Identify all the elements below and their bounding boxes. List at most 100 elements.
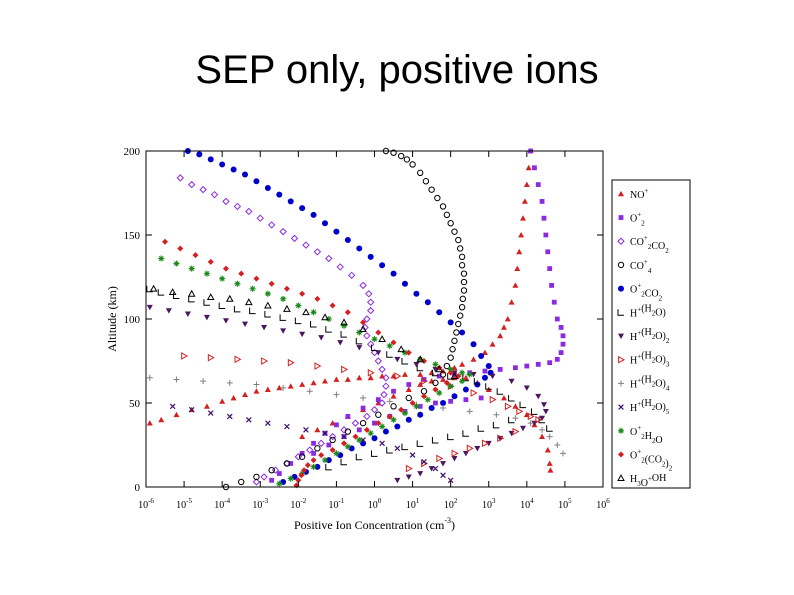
series-0-point-53 <box>440 376 447 382</box>
series-6-point-32 <box>451 456 458 462</box>
series-0-point-65 <box>547 467 554 473</box>
series-3-point-14 <box>432 379 439 387</box>
series-4-point-2 <box>207 156 214 163</box>
series-0-point-60 <box>523 411 530 418</box>
series-0-point-58 <box>500 394 507 401</box>
series-4-point-11 <box>310 211 317 218</box>
series-8-point-15 <box>527 420 534 427</box>
legend-marker-1 <box>618 215 624 220</box>
series-5-point-34 <box>447 433 454 441</box>
series-0-point-13 <box>310 379 317 386</box>
series-11-point-4 <box>222 265 229 272</box>
series-1-point-42 <box>372 420 377 426</box>
series-3-point-42 <box>397 152 405 160</box>
series-9-point-5 <box>265 420 271 426</box>
series-3-point-22 <box>456 312 464 319</box>
series-4-point-5 <box>242 171 249 178</box>
series-2-point-8 <box>267 221 276 229</box>
series-0-point-49 <box>390 393 397 399</box>
series-5-point-19 <box>431 369 439 377</box>
series-2-point-22 <box>363 332 371 340</box>
series-10-point-31 <box>356 436 363 443</box>
series-10-point-16 <box>401 349 408 356</box>
series-5-point-36 <box>416 440 424 447</box>
series-9-point-0 <box>169 403 176 410</box>
series-9-point-14 <box>421 458 427 465</box>
series-4-point-3 <box>219 161 226 168</box>
series-3-point-37 <box>428 186 435 193</box>
series-11 <box>162 238 462 489</box>
series-6-point-8 <box>299 331 306 338</box>
series-5-point-2 <box>172 292 180 299</box>
series-9-point-3 <box>226 413 233 420</box>
series-8-point-3 <box>226 379 233 386</box>
series-11-point-22 <box>432 386 439 393</box>
series-7-point-3 <box>261 357 269 365</box>
series-3-point-36 <box>434 194 441 202</box>
series-10-point-2 <box>188 265 195 272</box>
series-0-point-16 <box>344 376 351 382</box>
series-0-point-6 <box>230 394 237 401</box>
series-5-point-11 <box>310 321 317 328</box>
series-1-point-49 <box>478 395 484 401</box>
series-2-point-18 <box>366 298 375 306</box>
y-tick-label-0: 0 <box>135 482 141 494</box>
series-7-point-20 <box>466 444 474 453</box>
series-4 <box>184 148 494 485</box>
series-8-point-8 <box>360 394 367 401</box>
legend-marker-4 <box>618 285 624 292</box>
series-11-point-30 <box>341 440 348 447</box>
legend-marker-0 <box>618 190 624 197</box>
series-4-point-26 <box>478 352 485 359</box>
x-tick-label-3: 10-3 <box>252 497 268 511</box>
series-1-point-7 <box>345 414 351 419</box>
series-8-point-14 <box>512 415 519 422</box>
series-1-point-4 <box>311 440 316 446</box>
series-3-point-38 <box>422 178 430 185</box>
series-4-point-18 <box>390 270 397 277</box>
series-5-point-35 <box>431 436 439 444</box>
series-5-point-5 <box>218 302 226 310</box>
series-4-point-36 <box>405 416 412 423</box>
series-2-point-12 <box>313 248 322 256</box>
series-12-point-7 <box>283 304 291 312</box>
series-12-point-10 <box>340 318 348 326</box>
series-0-point-9 <box>264 386 271 392</box>
series-12-point-13 <box>397 345 406 353</box>
series-10 <box>158 255 473 487</box>
series-7-point-1 <box>207 353 215 362</box>
series-7-point-17 <box>512 427 520 436</box>
series-11-point-11 <box>329 302 336 309</box>
series-0-point-44 <box>314 426 321 433</box>
x-tick-label-6: 100 <box>368 497 382 511</box>
series-3-point-10 <box>375 411 382 418</box>
series-6-point-12 <box>375 350 382 356</box>
series-10-point-28 <box>390 416 397 423</box>
series-1-point-6 <box>334 422 339 428</box>
series-7-point-8 <box>394 372 402 380</box>
series-6-point-9 <box>318 335 325 341</box>
series-0-point-40 <box>523 181 530 187</box>
series-10-point-27 <box>401 410 408 417</box>
series-1-point-13 <box>436 373 442 379</box>
series-12-point-3 <box>206 293 215 301</box>
series-11-point-8 <box>283 285 290 292</box>
series-6-point-18 <box>489 373 496 380</box>
legend-marker-11 <box>618 451 624 458</box>
series-3-point-30 <box>456 245 464 252</box>
series-6-point-24 <box>539 415 546 422</box>
series-3-point-8 <box>344 428 352 435</box>
series-7-point-9 <box>421 377 429 386</box>
series-0-point-14 <box>321 378 328 384</box>
series-9-point-4 <box>246 416 252 423</box>
series-12-point-16 <box>450 372 459 380</box>
series-1-point-29 <box>549 283 554 288</box>
series-2-point-33 <box>351 419 360 427</box>
series-4-point-43 <box>325 457 332 464</box>
series-3-point-5 <box>298 453 306 460</box>
series-2-point-35 <box>328 432 337 441</box>
series-1-point-0 <box>269 477 275 483</box>
x-tick-label-1: 10-5 <box>176 497 192 511</box>
plot-area <box>146 147 567 491</box>
series-12-point-9 <box>321 313 329 321</box>
